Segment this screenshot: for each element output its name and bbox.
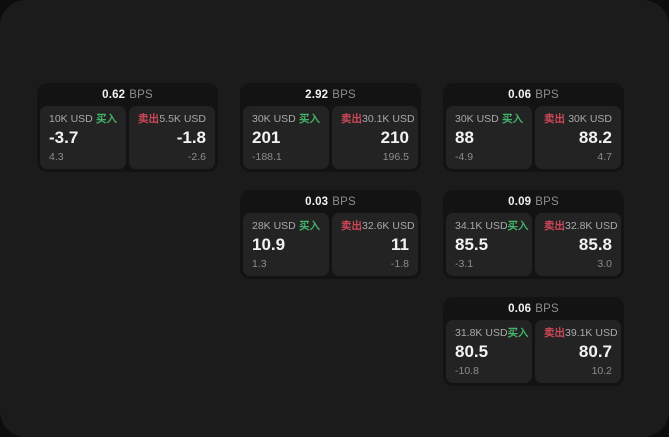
buy-tag: 买入 <box>299 113 320 125</box>
buy-delta: -4.9 <box>455 151 474 163</box>
sell-price: 88.2 <box>578 128 612 147</box>
quote-card: 2.92 BPS 30K USD 买入 201 -188.1 卖出 30.1K … <box>240 83 421 172</box>
bps-header: 0.03 BPS <box>243 190 418 213</box>
sell-cell[interactable]: 卖出 30.1K USD 210 196.5 <box>332 106 418 169</box>
buy-price: 85.5 <box>455 235 489 254</box>
bps-value: 0.09 <box>508 195 532 208</box>
buy-tag: 买入 <box>96 113 117 125</box>
sell-cell[interactable]: 卖出 32.6K USD 11 -1.8 <box>332 213 418 276</box>
sell-delta: 196.5 <box>382 151 409 163</box>
sell-delta: 4.7 <box>597 151 612 163</box>
bps-value: 0.06 <box>508 302 532 315</box>
sell-price: 210 <box>380 128 409 147</box>
sell-price: 80.7 <box>578 342 612 361</box>
bps-header: 0.06 BPS <box>446 297 621 320</box>
sell-cell[interactable]: 卖出 5.5K USD -1.8 -2.6 <box>129 106 215 169</box>
quote-card: 0.06 BPS 30K USD 买入 88 -4.9 卖出 30K USD 8… <box>443 83 624 172</box>
sell-notional: 30K USD <box>568 113 612 125</box>
buy-price: -3.7 <box>49 128 79 147</box>
sell-notional: 39.1K USD <box>565 327 618 339</box>
buy-delta: 4.3 <box>49 151 64 163</box>
quote-card: 0.09 BPS 34.1K USD 买入 85.5 -3.1 卖出 32.8K… <box>443 190 624 279</box>
bps-value: 0.03 <box>305 195 329 208</box>
buy-tag: 买入 <box>502 113 523 125</box>
buy-cell[interactable]: 30K USD 买入 201 -188.1 <box>243 106 329 169</box>
buy-cell[interactable]: 34.1K USD 买入 85.5 -3.1 <box>446 213 532 276</box>
bps-unit-label: BPS <box>535 302 559 315</box>
sell-cell[interactable]: 卖出 32.8K USD 85.8 3.0 <box>535 213 621 276</box>
sell-notional: 5.5K USD <box>159 113 206 125</box>
buy-delta: -188.1 <box>252 151 282 163</box>
bps-unit-label: BPS <box>535 88 559 101</box>
quote-card: 0.06 BPS 31.8K USD 买入 80.5 -10.8 卖出 39.1… <box>443 297 624 386</box>
buy-cell[interactable]: 10K USD 买入 -3.7 4.3 <box>40 106 126 169</box>
sell-tag: 卖出 <box>544 327 565 339</box>
buy-price: 10.9 <box>252 235 286 254</box>
buy-tag: 买入 <box>299 220 320 232</box>
bps-value: 0.06 <box>508 88 532 101</box>
buy-price: 201 <box>252 128 281 147</box>
buy-notional: 28K USD <box>252 220 296 232</box>
sell-cell[interactable]: 卖出 30K USD 88.2 4.7 <box>535 106 621 169</box>
quote-card: 0.62 BPS 10K USD 买入 -3.7 4.3 卖出 5.5K USD… <box>37 83 218 172</box>
sell-cell[interactable]: 卖出 39.1K USD 80.7 10.2 <box>535 320 621 383</box>
sell-delta: -1.8 <box>390 258 409 270</box>
sell-price: -1.8 <box>176 128 206 147</box>
buy-delta: -3.1 <box>455 258 474 270</box>
sell-tag: 卖出 <box>138 113 159 125</box>
buy-price: 80.5 <box>455 342 489 361</box>
bps-unit-label: BPS <box>332 88 356 101</box>
buy-notional: 31.8K USD <box>455 327 508 339</box>
buy-delta: 1.3 <box>252 258 267 270</box>
buy-tag: 买入 <box>507 220 529 232</box>
buy-notional: 10K USD <box>49 113 93 125</box>
bps-unit-label: BPS <box>332 195 356 208</box>
sell-delta: 3.0 <box>597 258 612 270</box>
sell-price: 85.8 <box>578 235 612 254</box>
bps-header: 0.06 BPS <box>446 83 621 106</box>
sell-delta: -2.6 <box>187 151 206 163</box>
bps-unit-label: BPS <box>129 88 153 101</box>
sell-notional: 32.6K USD <box>362 220 415 232</box>
buy-notional: 34.1K USD <box>455 220 508 232</box>
buy-delta: -10.8 <box>455 365 479 377</box>
sell-price: 11 <box>391 235 409 254</box>
sell-notional: 30.1K USD <box>362 113 415 125</box>
sell-tag: 卖出 <box>341 113 362 125</box>
bps-value: 0.62 <box>102 88 126 101</box>
bps-value: 2.92 <box>305 88 329 101</box>
bps-header: 0.62 BPS <box>40 83 215 106</box>
buy-notional: 30K USD <box>455 113 499 125</box>
buy-cell[interactable]: 28K USD 买入 10.9 1.3 <box>243 213 329 276</box>
buy-price: 88 <box>455 128 474 147</box>
bps-header: 0.09 BPS <box>446 190 621 213</box>
sell-tag: 卖出 <box>341 220 362 232</box>
bps-header: 2.92 BPS <box>243 83 418 106</box>
buy-tag: 买入 <box>507 327 529 339</box>
sell-notional: 32.8K USD <box>565 220 618 232</box>
bps-unit-label: BPS <box>535 195 559 208</box>
buy-cell[interactable]: 31.8K USD 买入 80.5 -10.8 <box>446 320 532 383</box>
sell-delta: 10.2 <box>591 365 612 377</box>
quote-card: 0.03 BPS 28K USD 买入 10.9 1.3 卖出 32.6K US… <box>240 190 421 279</box>
buy-notional: 30K USD <box>252 113 296 125</box>
buy-cell[interactable]: 30K USD 买入 88 -4.9 <box>446 106 532 169</box>
sell-tag: 卖出 <box>544 220 565 232</box>
sell-tag: 卖出 <box>544 113 565 125</box>
